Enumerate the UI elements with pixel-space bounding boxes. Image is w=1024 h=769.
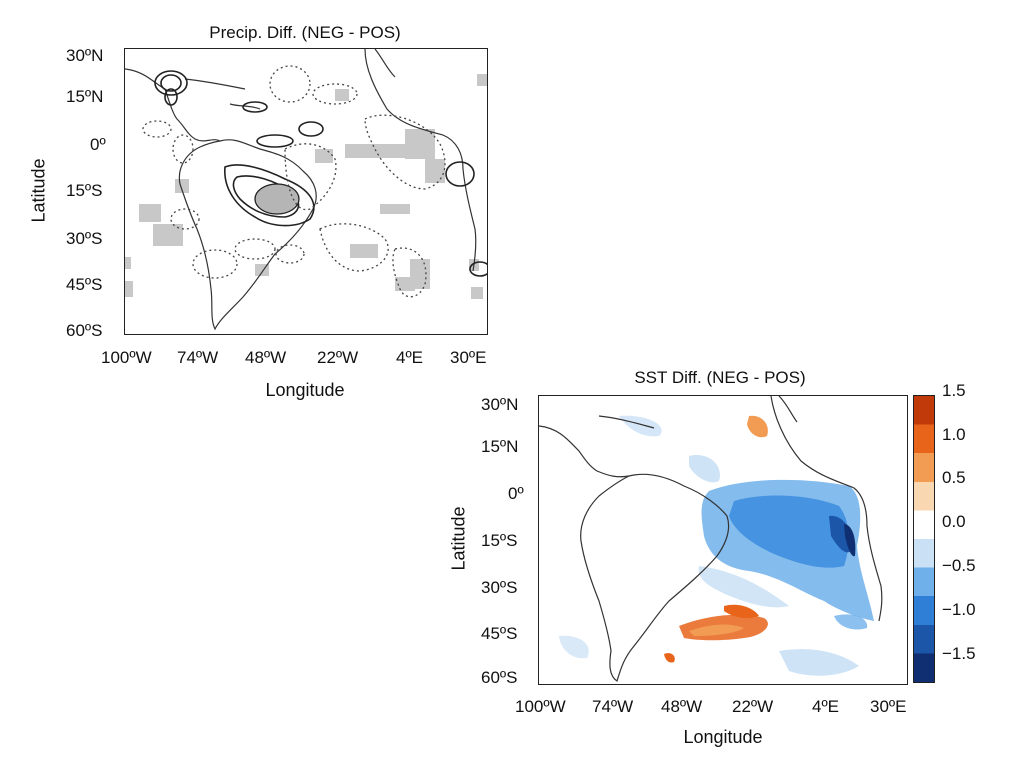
- sst-y-tick: 15ºS: [481, 531, 518, 550]
- precip-y-axis-title: Latitude: [28, 158, 49, 223]
- sst-y-tick: 30ºN: [481, 395, 519, 414]
- sst-x-tick: 48ºW: [661, 697, 703, 716]
- precip-y-tick: 30ºN: [66, 46, 104, 65]
- precip-y-tick: 30ºS: [66, 229, 103, 248]
- colorbar-tick: −1.5: [942, 644, 976, 663]
- sst-x-tick: 4ºE: [812, 697, 840, 716]
- sst-x-axis-title: Longitude: [683, 727, 763, 747]
- colorbar-tick: −1.0: [942, 600, 976, 619]
- sst-y-axis-title: Latitude: [448, 506, 469, 571]
- precip-x-tick: 30ºE: [450, 348, 487, 367]
- colorbar-tick: 0.0: [942, 512, 966, 531]
- precip-x-tick: 100ºW: [101, 348, 152, 367]
- precip-y-tick: 15ºN: [66, 87, 104, 106]
- precip-x-tick: 4ºE: [396, 348, 424, 367]
- sst-panel-title: SST Diff. (NEG - POS): [634, 368, 806, 387]
- sst-x-tick: 30ºE: [870, 697, 907, 716]
- precip-x-tick: 74ºW: [177, 348, 219, 367]
- sst-x-tick: 22ºW: [732, 697, 774, 716]
- sst-colorbar: [913, 395, 935, 683]
- precip-y-tick: 15ºS: [66, 181, 103, 200]
- colorbar-tick: 1.5: [942, 381, 966, 400]
- precip-y-tick: 45ºS: [66, 275, 103, 294]
- colorbar-tick: −0.5: [942, 556, 976, 575]
- colorbar-tick: 0.5: [942, 468, 966, 487]
- sst-x-tick: 74ºW: [592, 697, 634, 716]
- precip-y-tick: 0º: [90, 135, 106, 154]
- sst-colorbar-gradient: [914, 396, 934, 682]
- precip-x-tick: 48ºW: [245, 348, 287, 367]
- sst-y-tick: 0º: [508, 484, 524, 503]
- precip-map-graphic: [125, 49, 487, 331]
- precip-map-plot: [124, 48, 488, 335]
- sst-y-tick: 60ºS: [481, 668, 518, 687]
- sst-y-tick: 30ºS: [481, 578, 518, 597]
- colorbar-tick: 1.0: [942, 425, 966, 444]
- sst-y-tick: 15ºN: [481, 437, 519, 456]
- sst-x-tick: 100ºW: [515, 697, 566, 716]
- sst-map-plot: [538, 395, 908, 685]
- precip-x-tick: 22ºW: [317, 348, 359, 367]
- sst-map-graphic: [539, 396, 883, 682]
- precip-panel-title: Precip. Diff. (NEG - POS): [209, 23, 401, 42]
- precip-y-tick: 60ºS: [66, 321, 103, 340]
- sst-y-tick: 45ºS: [481, 624, 518, 643]
- precip-x-axis-title: Longitude: [265, 380, 345, 400]
